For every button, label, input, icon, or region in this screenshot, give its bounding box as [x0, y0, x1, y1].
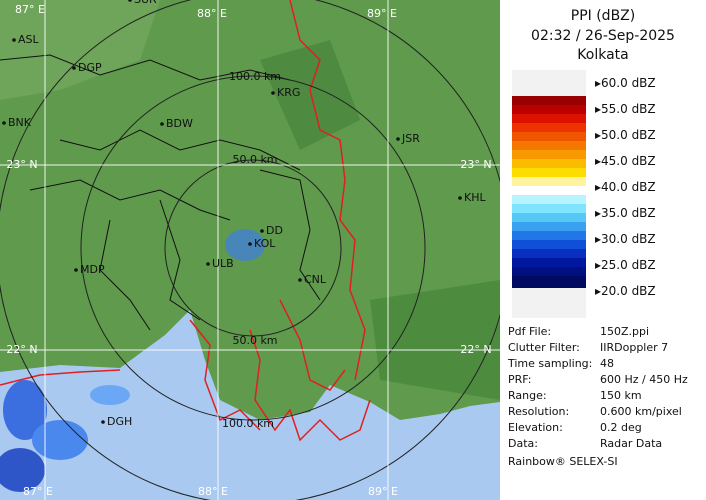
info-label: Range: — [508, 389, 547, 402]
city-dot — [128, 0, 132, 2]
grid-label: 88° E — [197, 7, 227, 20]
city-label: SUR — [134, 0, 157, 6]
terrain — [370, 280, 500, 400]
info-row: Clutter Filter: IIRDoppler 7 — [508, 341, 668, 354]
scale-label: ▸35.0 dBZ — [595, 206, 656, 220]
city-label: KHL — [464, 191, 486, 204]
info-label: Time sampling: — [508, 357, 593, 370]
city-dot — [160, 122, 164, 126]
city-dot — [248, 242, 252, 246]
info-value: 48 — [600, 357, 614, 370]
range-rings — [0, 0, 500, 500]
info-value: 150Z.ppi — [600, 325, 650, 338]
info-row: Pdf File: 150Z.ppi — [508, 325, 649, 338]
info-label: Elevation: — [508, 421, 563, 434]
city-dot — [396, 137, 400, 141]
grid-label: 87° E — [23, 485, 53, 498]
info-label: PRF: — [508, 373, 532, 386]
info-value: Radar Data — [600, 437, 663, 450]
city-label: ASL — [18, 33, 40, 46]
range-label: 50.0 km — [232, 153, 277, 166]
info-row: Range: 150 km — [508, 389, 642, 402]
info-value: 600 Hz / 450 Hz — [600, 373, 688, 386]
city-dot — [298, 278, 302, 282]
city-dot — [2, 121, 6, 125]
range-label: 50.0 km — [232, 334, 277, 347]
grid-label: 22° N — [6, 343, 37, 356]
echoes — [0, 229, 265, 492]
city-dot — [74, 268, 78, 272]
city-label: DGP — [78, 61, 102, 74]
boundaries — [0, 54, 321, 331]
city-label: JSR — [401, 132, 420, 145]
terrain — [0, 0, 160, 100]
city-dot — [458, 196, 462, 200]
info-label: Pdf File: — [508, 325, 552, 338]
city-dot — [271, 91, 275, 95]
legend-title: PPI (dBZ) — [570, 8, 636, 24]
city-label: KOL — [254, 237, 276, 250]
scale-label: ▸50.0 dBZ — [595, 128, 656, 142]
city-dot — [72, 66, 76, 70]
scale-label: ▸20.0 dBZ — [595, 284, 656, 298]
info-row: Elevation: 0.2 deg — [508, 421, 642, 434]
range-label: 100.0 km — [222, 417, 274, 430]
city-dot — [101, 420, 105, 424]
grid-label: 23° N — [6, 158, 37, 171]
info-label: Clutter Filter: — [508, 341, 580, 354]
info-value: 150 km — [600, 389, 642, 402]
info-row: PRF: 600 Hz / 450 Hz — [508, 373, 688, 386]
info-row: Time sampling: 48 — [508, 357, 614, 370]
grid-label: 88° E — [198, 485, 228, 498]
city-label: CNL — [304, 273, 327, 286]
info-row: Data: Radar Data — [508, 437, 662, 450]
city-label: DD — [266, 224, 283, 237]
city-label: ULB — [212, 257, 234, 270]
legend-time: 02:32 / 26-Sep-2025 — [531, 28, 675, 44]
scale-label: ▸25.0 dBZ — [595, 258, 656, 272]
terrain — [260, 40, 360, 150]
footer: Rainbow® SELEX-SI — [508, 455, 618, 468]
info-label: Data: — [508, 437, 538, 450]
radar-map: 87° E 88° E 89° E 87° E 88° E 89° E 23° N 23° N… — [0, 0, 500, 500]
lat-lon-grid — [0, 0, 500, 500]
city-label: BNK — [8, 116, 32, 129]
sea — [0, 310, 500, 500]
info-label: Resolution: — [508, 405, 570, 418]
grid-label: 89° E — [367, 7, 397, 20]
color-bar — [512, 70, 586, 318]
legend-panel: PPI (dBZ) 02:32 / 26-Sep-2025 Kolkata ▸6… — [500, 0, 706, 500]
range-label: 100.0 km — [229, 70, 281, 83]
legend-site: Kolkata — [577, 47, 629, 63]
scale-label: ▸30.0 dBZ — [595, 232, 656, 246]
grid-label: 87° E — [15, 3, 45, 16]
info-value: 0.600 km/pixel — [600, 405, 682, 418]
scale-label: ▸55.0 dBZ — [595, 102, 656, 116]
grid-label: 22° N — [460, 343, 491, 356]
info-value: 0.2 deg — [600, 421, 642, 434]
city-label: BDW — [166, 117, 193, 130]
grid-label: 89° E — [368, 485, 398, 498]
scale-label: ▸45.0 dBZ — [595, 154, 656, 168]
city-dot — [12, 38, 16, 42]
city-dot — [260, 229, 264, 233]
city-label: MDP — [80, 263, 105, 276]
city-label: DGH — [107, 415, 132, 428]
city-label: KRG — [277, 86, 300, 99]
info-row: Resolution: 0.600 km/pixel — [508, 405, 682, 418]
city-dot — [206, 262, 210, 266]
info-value: IIRDoppler 7 — [600, 341, 669, 354]
scale-label: ▸60.0 dBZ — [595, 76, 656, 90]
scale-label: ▸40.0 dBZ — [595, 180, 656, 194]
grid-label: 23° N — [460, 158, 491, 171]
